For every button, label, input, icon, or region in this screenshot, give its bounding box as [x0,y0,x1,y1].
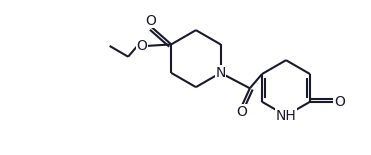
Text: O: O [237,105,247,119]
Text: NH: NH [276,109,296,123]
Text: O: O [335,95,345,109]
Text: O: O [145,13,156,28]
Text: O: O [137,39,147,53]
Text: N: N [216,66,226,80]
